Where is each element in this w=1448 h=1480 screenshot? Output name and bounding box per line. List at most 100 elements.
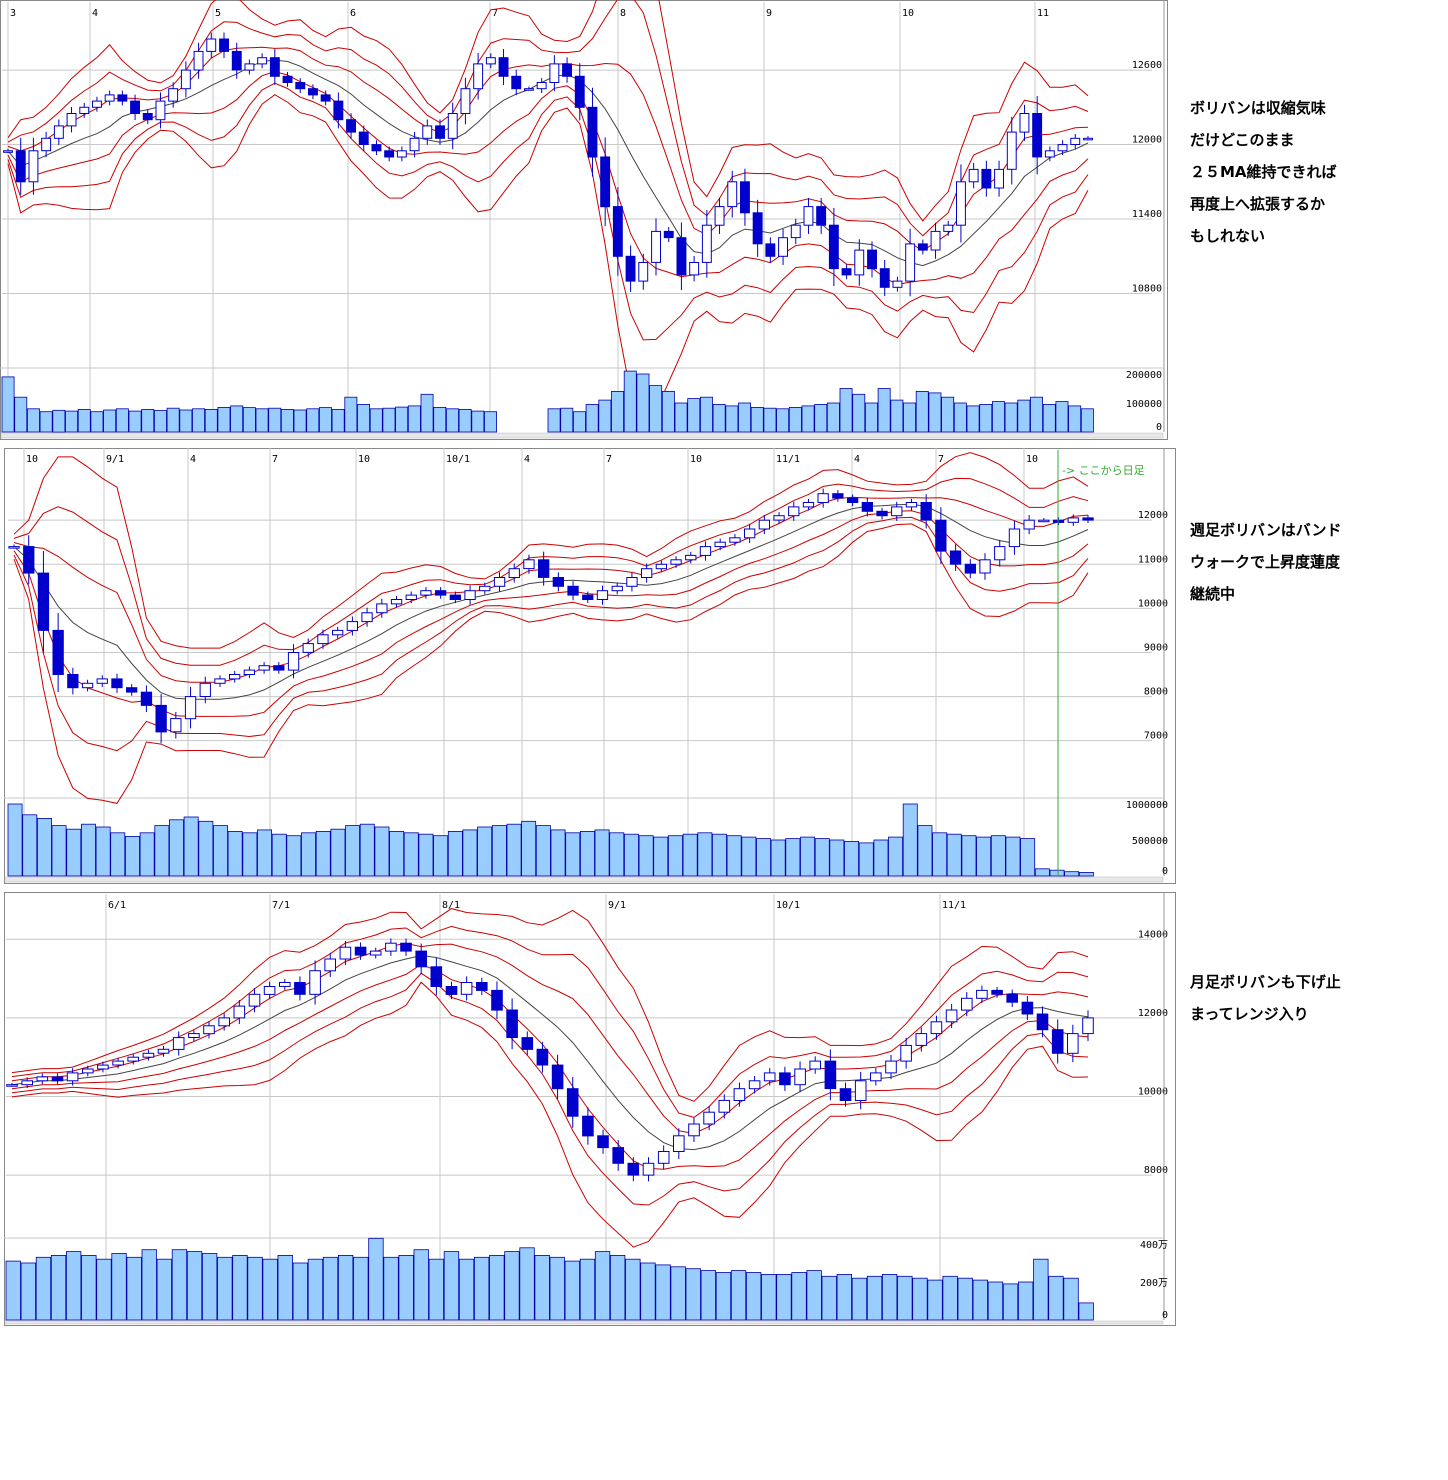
volume-bar [763,407,777,433]
candle-body [41,137,52,152]
volume-bar [521,820,537,877]
candle-body [773,515,785,521]
volume-bar [201,1253,218,1321]
volume-bar [389,830,405,877]
volume-bar [992,401,1005,433]
candle-body [142,113,153,121]
candle-body [1082,517,1094,521]
candle-body [729,537,741,543]
volume-bar [927,1279,943,1321]
scrollbar-track[interactable] [0,432,1164,439]
candle-body [600,156,611,208]
volume-bar [420,393,434,433]
candle-body [449,594,462,601]
candle-body [523,559,535,570]
candle-body [460,88,471,114]
candle-body [279,982,291,987]
volume-bar [746,1272,762,1321]
volume-bar [776,1273,792,1321]
volume-bar [217,406,231,433]
volume-bar [912,1277,928,1321]
candle-body [847,497,859,503]
volume-bar [1063,1277,1079,1321]
date-tick-label: 7/1 [272,900,290,911]
lower-band-line [11,981,1089,1248]
volume-bar [979,403,993,433]
volume-bar [836,1273,852,1321]
candle-body [3,150,13,153]
candle-body [596,590,609,600]
candle-body [384,150,395,158]
volume-bar [166,407,180,433]
candle-body [930,230,941,251]
scrollbar-track[interactable] [4,876,1164,883]
date-tick-label: 7 [492,8,498,19]
candle-body [900,1044,912,1062]
volume-bar [741,836,757,877]
candle-body [1019,113,1030,133]
volume-bar [946,833,962,877]
volume-bar [213,825,229,877]
volume-bar [770,839,786,877]
volume-bar [670,1266,686,1321]
note-line: ウォークで上昇度蓮度 [1190,553,1341,571]
candle-body [994,168,1004,189]
volume-bar [293,409,307,433]
candle-body [498,57,509,77]
candle-body [203,1025,215,1035]
volume-bar [953,402,967,433]
volume-bar [153,410,167,433]
volume-bar [369,408,383,433]
volume-bar [623,370,637,433]
volume-bar [26,408,40,433]
candle-body [168,88,179,102]
candle-body [273,665,285,671]
candle-body [346,119,357,133]
candle-body [430,966,443,988]
candle-body [714,541,726,548]
candle-body [243,669,255,676]
volume-bar [534,1254,550,1321]
volume-bar [941,396,955,433]
volume-bar [403,832,419,877]
candle-body [157,1048,170,1054]
volume-bar [972,1279,988,1321]
volume-bar [915,390,929,433]
weekly-chart: 10 9/1 4 7 10 10/1 4 7 10 11/1 4 7 10 12000 11000 10000… [4,448,1176,884]
candle-body [67,674,79,689]
candle-body [155,100,166,121]
chart-frame [0,0,1168,440]
volume-bar [826,402,840,433]
candle-body [435,125,446,139]
volume-bar [1,376,15,433]
date-tick-label: 9/1 [106,454,124,465]
candle-body [324,958,336,972]
candle-body [689,262,700,276]
volume-bar [198,820,214,877]
volume-bar [990,835,1006,877]
volume-bar [1080,408,1094,433]
price-tick-label: 8000 [1144,1165,1168,1176]
candle-body [627,1162,640,1176]
note-line: だけどこのまま [1190,131,1295,149]
date-tick-label: 10/1 [776,900,800,911]
volume-bar [359,823,375,877]
date-tick-label: 5 [215,8,221,19]
volume-bar [171,1249,188,1321]
candle-body [699,546,712,556]
volume-bar [330,828,346,877]
candle-body [229,674,241,680]
scrollbar-track[interactable] [4,1320,1164,1325]
chart-frame [4,448,1176,884]
date-tick-label: 7 [606,454,612,465]
volume-bar [433,406,447,433]
candle-body [130,100,141,114]
candle-body [981,168,992,189]
volume-bar [873,839,889,877]
volume-bar [903,402,917,433]
volume-bar [103,409,117,433]
candle-body [956,181,966,226]
candle-body [994,546,1006,561]
candle-body [184,696,197,720]
date-tick-label: 11/1 [942,900,966,911]
